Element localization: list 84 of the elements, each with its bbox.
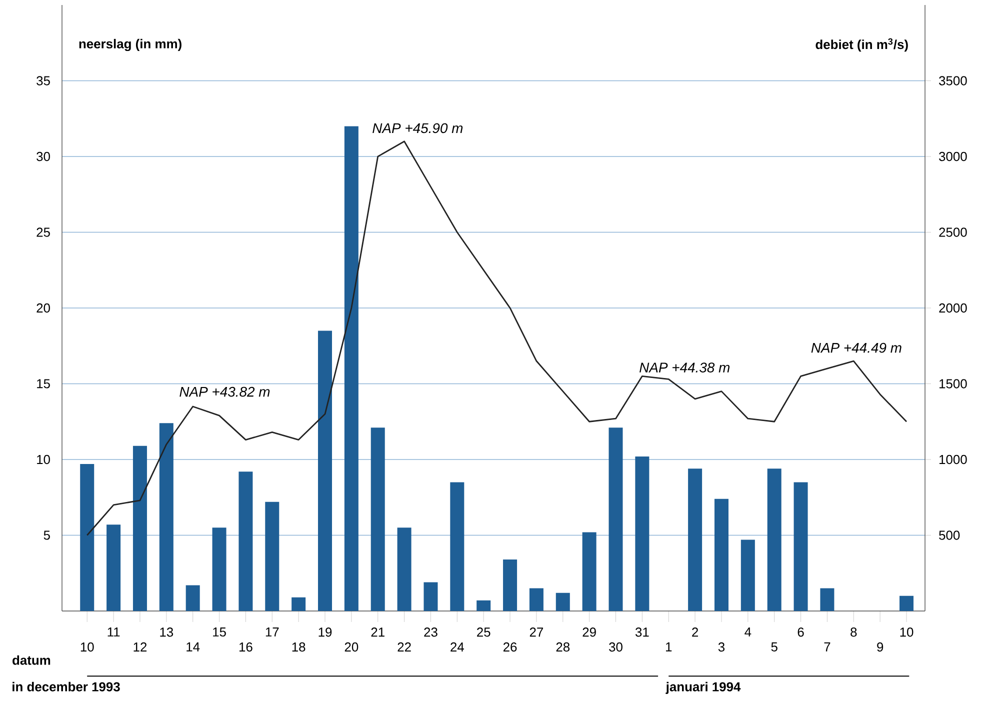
x-tick-label: 6 <box>798 628 804 637</box>
x-tick-label: 1 <box>666 642 672 652</box>
y-tick-label: 15 <box>37 379 50 388</box>
x-tick-label: 12 <box>134 642 147 652</box>
bar <box>318 330 332 611</box>
bar <box>106 524 121 611</box>
bar <box>740 540 755 611</box>
bar <box>503 559 518 611</box>
text: januari 1994 <box>666 682 741 694</box>
y-tick-label: 25 <box>36 228 50 237</box>
y-tick-label: 5 <box>44 530 50 540</box>
bar <box>820 588 834 611</box>
x-tick-label: 2 <box>692 628 698 637</box>
y-axis-title: neerslag (in mm) <box>79 38 182 52</box>
x-tick-label: 14 <box>186 642 200 652</box>
x-tick-label: 17 <box>266 628 279 636</box>
y-tick-label: 20 <box>36 303 50 313</box>
bar <box>397 528 412 611</box>
bar <box>80 464 94 611</box>
x-tick-label: 7 <box>824 642 830 652</box>
bar <box>344 126 358 611</box>
bar <box>292 597 306 611</box>
annotation: NAP +44.49 m <box>811 342 902 353</box>
x-tick-label: 5 <box>771 642 778 652</box>
bar <box>582 532 596 611</box>
y2-tick-label: 500 <box>939 530 960 540</box>
x-tick-label: 31 <box>635 628 649 637</box>
x-tick-label: 27 <box>530 628 544 637</box>
y2-tick-label: 3000 <box>939 152 967 162</box>
y2-tick-label: 1000 <box>940 454 967 464</box>
y2-tick-label: 2500 <box>939 228 967 237</box>
bar <box>556 592 570 611</box>
y-tick-label: 10 <box>37 454 50 464</box>
bar <box>900 596 914 611</box>
bar <box>212 528 226 611</box>
bar <box>688 468 702 611</box>
x-tick-label: 22 <box>398 642 411 652</box>
x-tick-label: 29 <box>582 628 596 637</box>
bar <box>767 468 782 611</box>
annotation: NAP +43.82 m <box>180 386 270 397</box>
x-tick-label: 19 <box>318 628 332 637</box>
x-tick-label: 9 <box>877 642 884 652</box>
x-tick-label: 4 <box>744 628 752 636</box>
y2-tick-label: 1500 <box>940 379 967 388</box>
bar <box>159 423 174 611</box>
x-tick-label: 25 <box>477 628 490 637</box>
bar <box>424 582 438 611</box>
y2-axis-title: debiet (in m$^{3}$/s) <box>816 38 908 52</box>
x-tick-label: 10 <box>900 628 914 637</box>
text: in december 1993 <box>12 682 120 692</box>
x-tick-label: 10 <box>80 642 94 652</box>
x-tick-label: 23 <box>424 628 438 637</box>
x-tick-label: 30 <box>609 642 622 652</box>
bar <box>608 428 623 611</box>
bar <box>370 428 385 611</box>
y-tick-label: 30 <box>36 152 50 162</box>
annotation: NAP +45.90 m <box>372 123 463 134</box>
x-tick-label: 13 <box>160 628 174 637</box>
bar <box>794 482 808 611</box>
bar <box>265 502 280 611</box>
y2-tick-label: 2000 <box>939 303 967 313</box>
y2-tick-label: 3500 <box>939 76 967 86</box>
x-tick-label: 24 <box>450 642 464 652</box>
bar <box>714 498 728 611</box>
bar <box>529 588 544 611</box>
x-tick-label: 21 <box>371 628 384 637</box>
bar <box>132 446 147 611</box>
x-tick-label: 3 <box>718 642 725 652</box>
bar <box>476 600 491 611</box>
bar <box>450 482 464 611</box>
x-axis-title: datum <box>12 655 50 665</box>
x-tick-label: 15 <box>213 628 226 637</box>
x-tick-label: 16 <box>239 642 252 652</box>
x-tick-label: 18 <box>292 642 306 652</box>
x-tick-label: 28 <box>556 642 570 652</box>
x-tick-label: 26 <box>503 642 517 652</box>
bar <box>635 456 650 611</box>
x-tick-label: 11 <box>108 628 120 636</box>
y-tick-label: 35 <box>36 76 50 86</box>
bar <box>186 585 200 611</box>
x-tick-label: 20 <box>344 642 358 652</box>
x-tick-label: 8 <box>850 628 857 637</box>
annotation: NAP +44.38 m <box>640 362 730 372</box>
bar <box>238 472 253 611</box>
